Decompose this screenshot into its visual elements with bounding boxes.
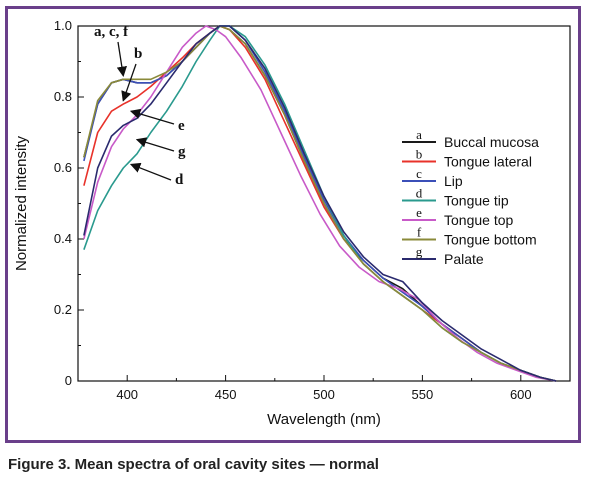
series-line-g — [83, 25, 557, 382]
legend-label-g: Palate — [444, 251, 484, 267]
legend-letter-a: a — [416, 127, 422, 142]
legend-label-a: Buccal mucosa — [444, 134, 539, 150]
figure-caption: Figure 3. Mean spectra of oral cavity si… — [8, 456, 379, 473]
legend-label-f: Tongue bottom — [444, 232, 537, 248]
legend-letter-e: e — [416, 205, 422, 220]
annotation-arrow — [129, 162, 172, 181]
series-line-f — [83, 25, 557, 382]
x-tick-label: 600 — [510, 387, 532, 402]
legend-label-c: Lip — [444, 173, 463, 189]
y-tick-label: 0.2 — [54, 302, 72, 317]
annotation-arrow — [135, 137, 175, 152]
y-tick-label: 0.4 — [54, 231, 72, 246]
figure-frame — [5, 6, 581, 443]
x-tick-label: 500 — [313, 387, 335, 402]
legend-label-e: Tongue top — [444, 212, 513, 228]
annotation-arrow — [129, 108, 175, 125]
y-tick-label: 1.0 — [54, 18, 72, 33]
y-tick-label: 0.8 — [54, 89, 72, 104]
legend-letter-f: f — [417, 225, 422, 240]
legend-letter-c: c — [416, 166, 422, 181]
annotation-label: a, c, f — [94, 24, 129, 40]
x-tick-label: 400 — [116, 387, 138, 402]
legend-letter-d: d — [416, 186, 423, 201]
annotation-label: d — [175, 172, 184, 188]
x-axis-title: Wavelength (nm) — [267, 411, 381, 428]
y-tick-label: 0 — [65, 373, 72, 388]
y-tick-label: 0.6 — [54, 160, 72, 175]
x-tick-label: 550 — [412, 387, 434, 402]
legend-letter-b: b — [416, 147, 423, 162]
x-tick-label: 450 — [215, 387, 237, 402]
annotation-arrow — [121, 63, 137, 102]
chart: 400 450 500 550 600 0 0.2 0.4 0.6 0.8 1.0 Wavelengt… — [13, 18, 571, 428]
legend-letter-g: g — [416, 244, 423, 259]
annotation-label: b — [134, 46, 142, 62]
annotation-label: g — [178, 144, 186, 160]
y-axis-title: Normalized intensity — [13, 135, 30, 271]
annotation-label: e — [178, 118, 185, 134]
annotation-arrow — [116, 41, 127, 77]
legend-label-d: Tongue tip — [444, 193, 509, 209]
legend-label-b: Tongue lateral — [444, 154, 532, 170]
series-line-c — [83, 25, 557, 382]
